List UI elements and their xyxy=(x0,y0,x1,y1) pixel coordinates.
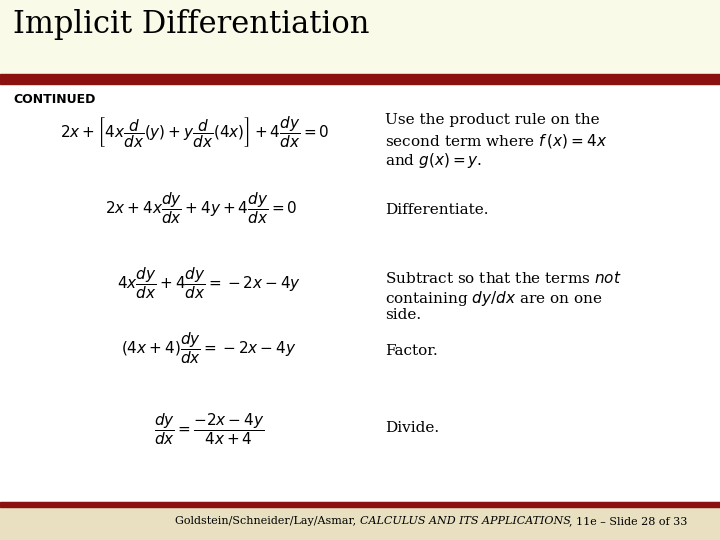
Bar xyxy=(0,502,720,540)
Text: Goldstein/Schneider/Lay/Asmar,: Goldstein/Schneider/Lay/Asmar, xyxy=(176,516,360,526)
Text: containing $\mathit{dy/dx}$ are on one: containing $\mathit{dy/dx}$ are on one xyxy=(385,289,603,308)
Text: and $g(x) = y.$: and $g(x) = y.$ xyxy=(385,151,482,170)
Text: $2x+\left[4x\dfrac{d}{dx}(y)+y\dfrac{d}{dx}(4x)\right]+4\dfrac{dy}{dx}=0$: $2x+\left[4x\dfrac{d}{dx}(y)+y\dfrac{d}{… xyxy=(60,114,329,150)
Text: $\dfrac{dy}{dx}=\dfrac{-2x-4y}{4x+4}$: $\dfrac{dy}{dx}=\dfrac{-2x-4y}{4x+4}$ xyxy=(153,411,264,447)
Text: Differentiate.: Differentiate. xyxy=(385,202,489,217)
Text: second term where $f\,(x) = 4x$: second term where $f\,(x) = 4x$ xyxy=(385,132,608,150)
Text: , 11e – Slide 28 of 33: , 11e – Slide 28 of 33 xyxy=(569,516,687,526)
Text: Subtract so that the terms $\mathit{not}$: Subtract so that the terms $\mathit{not}… xyxy=(385,270,622,286)
Text: Divide.: Divide. xyxy=(385,421,439,435)
Text: $2x+4x\dfrac{dy}{dx}+4y+4\dfrac{dy}{dx}=0$: $2x+4x\dfrac{dy}{dx}+4y+4\dfrac{dy}{dx}=… xyxy=(105,190,298,226)
Text: Use the product rule on the: Use the product rule on the xyxy=(385,113,600,127)
Text: side.: side. xyxy=(385,308,421,322)
Bar xyxy=(0,84,720,502)
Text: $4x\dfrac{dy}{dx}+4\dfrac{dy}{dx}=-2x-4y$: $4x\dfrac{dy}{dx}+4\dfrac{dy}{dx}=-2x-4y… xyxy=(117,266,301,301)
Bar xyxy=(0,74,720,84)
Bar xyxy=(0,502,720,507)
Bar xyxy=(0,0,720,78)
Text: Factor.: Factor. xyxy=(385,344,438,358)
Text: Implicit Differentiation: Implicit Differentiation xyxy=(13,9,369,40)
Text: $(4x+4)\dfrac{dy}{dx}=-2x-4y$: $(4x+4)\dfrac{dy}{dx}=-2x-4y$ xyxy=(121,330,297,366)
Text: CONTINUED: CONTINUED xyxy=(13,93,95,106)
Text: CALCULUS AND ITS APPLICATIONS: CALCULUS AND ITS APPLICATIONS xyxy=(360,516,571,526)
